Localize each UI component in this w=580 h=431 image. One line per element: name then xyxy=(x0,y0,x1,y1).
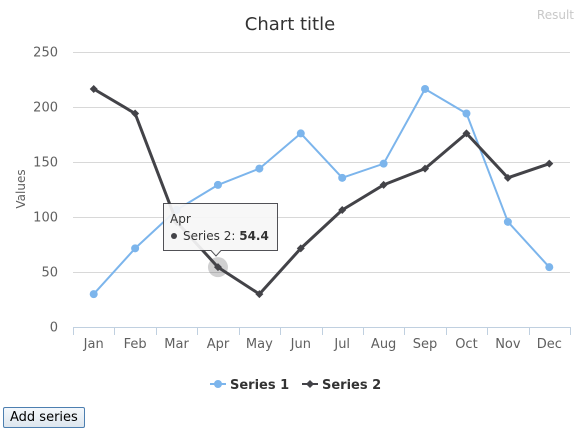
chart-title: Chart title xyxy=(245,14,335,35)
data-point[interactable] xyxy=(462,129,471,138)
x-tick-label: Jun xyxy=(290,337,311,352)
legend-item-series-2[interactable]: Series 2 xyxy=(302,378,381,393)
add-series-button[interactable]: Add series xyxy=(3,407,85,428)
x-tick-label: Apr xyxy=(207,337,230,352)
x-tick-label: Jan xyxy=(83,337,104,352)
data-point[interactable] xyxy=(213,263,222,272)
y-tick-label: 250 xyxy=(33,46,58,61)
y-tick-label: 200 xyxy=(33,101,58,116)
data-point[interactable] xyxy=(213,180,222,189)
data-point[interactable] xyxy=(421,164,430,173)
tooltip-series-label: Series 2 xyxy=(183,229,231,243)
tooltip-series-name: Series 2: 54.4 xyxy=(183,229,269,243)
y-tick-label: 100 xyxy=(33,211,58,226)
legend-item-series-1[interactable]: Series 1 xyxy=(210,378,289,393)
data-point[interactable] xyxy=(545,159,554,168)
line-chart: Chart title Values Jan Feb Mar Apr May Jun Jul… xyxy=(14,14,571,393)
x-tick-label: Feb xyxy=(124,337,147,352)
x-tick-label: Oct xyxy=(455,337,477,352)
legend-diamond-icon xyxy=(306,380,314,388)
x-tick-label: May xyxy=(246,337,273,352)
data-point[interactable] xyxy=(296,129,305,138)
data-point[interactable] xyxy=(89,84,98,93)
x-tick-label: Sep xyxy=(413,337,438,352)
result-label: Result xyxy=(536,8,574,22)
data-point[interactable] xyxy=(503,217,512,226)
series-layer xyxy=(89,84,554,299)
x-tick-label: Jul xyxy=(333,337,350,352)
x-tick-label: Mar xyxy=(164,337,189,352)
x-tick-label: Aug xyxy=(371,337,396,352)
data-point[interactable] xyxy=(296,244,305,253)
data-point[interactable] xyxy=(545,263,554,272)
data-point[interactable] xyxy=(379,180,388,189)
legend-label: Series 2 xyxy=(322,378,381,393)
y-tick-label: 0 xyxy=(50,321,58,336)
legend-label: Series 1 xyxy=(230,378,289,393)
y-tick-label: 150 xyxy=(33,156,58,171)
legend: Series 1 Series 2 xyxy=(210,378,381,393)
tooltip-value: 54.4 xyxy=(239,229,269,243)
data-point[interactable] xyxy=(89,290,98,299)
series-line xyxy=(92,88,551,295)
data-point[interactable] xyxy=(255,290,264,299)
series-line xyxy=(92,87,550,296)
series-1 xyxy=(89,84,554,299)
data-point[interactable] xyxy=(379,159,388,168)
tooltip-series-marker-icon xyxy=(171,233,177,239)
tooltip: Apr Series 2: 54.4 xyxy=(163,203,278,257)
legend-circle-icon xyxy=(214,380,222,388)
data-point[interactable] xyxy=(462,109,471,118)
y-axis-title: Values xyxy=(14,169,28,208)
y-axis-labels: 0 50 100 150 200 250 xyxy=(33,46,58,336)
tooltip-box xyxy=(163,203,278,257)
x-axis: Jan Feb Mar Apr May Jun Jul Aug Sep Oct Nov Dec xyxy=(73,327,571,352)
y-tick-label: 50 xyxy=(41,266,58,281)
grid-layer xyxy=(73,52,570,273)
series-2 xyxy=(89,84,554,299)
data-point[interactable] xyxy=(131,109,140,118)
data-point[interactable] xyxy=(338,205,347,214)
data-point[interactable] xyxy=(338,173,347,182)
data-point[interactable] xyxy=(131,244,140,253)
x-tick-label: Nov xyxy=(495,337,521,352)
x-tick-label: Dec xyxy=(537,337,562,352)
tooltip-category: Apr xyxy=(170,212,191,226)
data-point[interactable] xyxy=(255,164,264,173)
data-point[interactable] xyxy=(503,173,512,182)
data-point[interactable] xyxy=(421,84,430,93)
